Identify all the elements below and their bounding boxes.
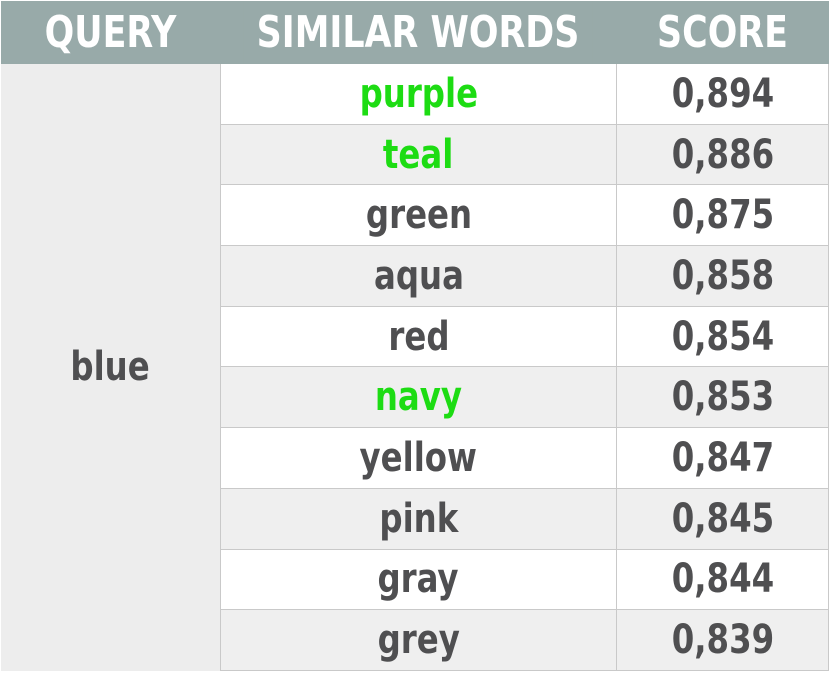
query-word: blue: [70, 344, 151, 391]
score-cell: 0,886: [616, 124, 829, 186]
similar-word-cell: yellow: [220, 428, 616, 489]
score-value: 0,886: [671, 131, 774, 178]
similar-word-cell: purple: [220, 64, 616, 125]
score-value: 0,858: [671, 252, 774, 299]
score-cell: 0,894: [616, 64, 829, 125]
score-value: 0,853: [671, 374, 774, 421]
score-value: 0,845: [671, 495, 774, 542]
score-value: 0,875: [671, 192, 774, 239]
query-cell: blue: [1, 64, 220, 671]
similar-word: pink: [379, 495, 458, 542]
header-similar-words: SIMILAR WORDS: [243, 1, 593, 64]
score-cell: 0,844: [616, 549, 829, 611]
similar-word: green: [365, 192, 472, 239]
similar-word-cell: grey: [220, 610, 616, 671]
header-score: SCORE: [628, 1, 817, 64]
similar-word: teal: [383, 131, 454, 178]
similar-word-cell: aqua: [220, 246, 616, 307]
similar-word-cell: navy: [220, 367, 616, 429]
similar-word: gray: [377, 556, 460, 603]
similar-word: red: [387, 313, 450, 360]
header-query-cell: QUERY: [1, 1, 220, 64]
score-cell: 0,858: [616, 246, 829, 307]
score-value: 0,894: [671, 70, 774, 117]
similar-word-cell: red: [220, 306, 616, 368]
score-cell: 0,847: [616, 428, 829, 489]
header-similar-words-cell: SIMILAR WORDS: [220, 1, 616, 64]
similar-word: navy: [374, 374, 463, 421]
score-value: 0,839: [671, 617, 774, 664]
similar-word: purple: [359, 70, 478, 117]
score-cell: 0,854: [616, 306, 829, 368]
header-score-cell: SCORE: [616, 1, 829, 64]
similar-word-cell: gray: [220, 549, 616, 611]
score-cell: 0,839: [616, 610, 829, 671]
score-value: 0,854: [671, 313, 774, 360]
score-cell: 0,853: [616, 367, 829, 429]
header-query: QUERY: [14, 1, 207, 64]
score-cell: 0,875: [616, 185, 829, 247]
similar-word-cell: pink: [220, 488, 616, 550]
score-cell: 0,845: [616, 488, 829, 550]
similar-word-cell: green: [220, 185, 616, 247]
similar-word: yellow: [359, 434, 478, 481]
score-value: 0,847: [671, 434, 774, 481]
similar-word: aqua: [373, 252, 464, 299]
similar-word-cell: teal: [220, 124, 616, 186]
similar-word: grey: [377, 617, 460, 664]
score-value: 0,844: [671, 556, 774, 603]
